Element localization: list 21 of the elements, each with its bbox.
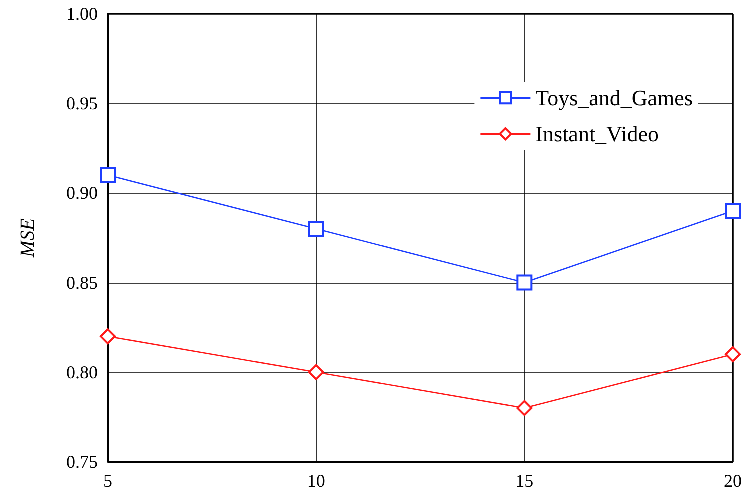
y-tick-label: 0.95: [66, 94, 98, 114]
y-tick-label: 0.75: [66, 452, 98, 472]
x-tick-label: 10: [307, 471, 326, 491]
point: [725, 346, 741, 362]
point: [100, 167, 116, 184]
legend-label: Instant_Video: [536, 122, 660, 146]
legend-label: Toys_and_Games: [536, 86, 694, 110]
point: [725, 203, 741, 220]
y-tick-label: 0.80: [66, 362, 98, 382]
x-tick-label: 20: [724, 471, 742, 491]
point: [308, 364, 324, 380]
y-axis-title: MSE: [17, 218, 39, 258]
point: [308, 221, 324, 238]
point: [516, 400, 533, 416]
point: [516, 274, 533, 291]
x-tick-label: 15: [516, 471, 534, 491]
point: [100, 328, 116, 345]
y-tick-label: 1.00: [66, 4, 98, 24]
y-tick-label: 0.85: [66, 272, 98, 293]
x-tick-label: 5: [104, 471, 112, 491]
y-tick-label: 0.90: [66, 183, 98, 204]
